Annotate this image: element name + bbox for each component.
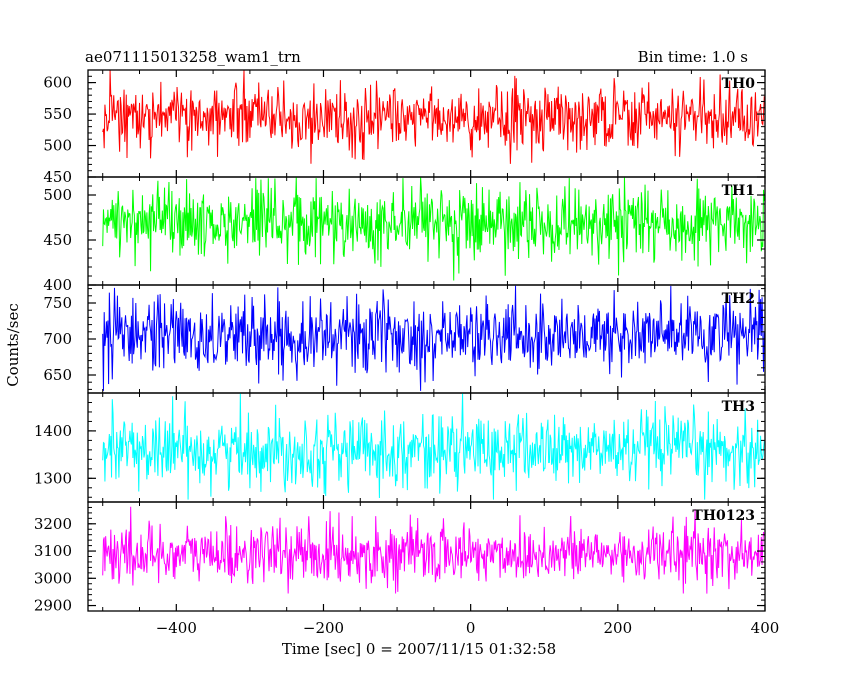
panel-th0: 450 500 550 600 TH0 [43, 69, 766, 186]
series-line-th0 [102, 70, 765, 164]
x-tick-label: 200 [604, 619, 633, 637]
series-line-th1 [102, 177, 765, 281]
series-line-th3 [102, 393, 765, 500]
y-tick-label: 500 [43, 137, 72, 155]
y-tick-label: 2900 [34, 597, 72, 615]
panel-th3: 1300 1400 TH3 [34, 392, 766, 503]
bin-time-label: Bin time: 1.0 s [638, 48, 748, 66]
y-tick-label: 450 [43, 231, 72, 249]
x-tick-label: −200 [303, 619, 344, 637]
panel-th0123: 2900 3000 3100 3200 TH0123 [34, 501, 766, 615]
panel-label: TH3 [722, 399, 755, 415]
y-tick-label: 450 [43, 168, 72, 186]
x-axis: −400 −200 0 200 400 [156, 619, 780, 637]
y-tick-label: 650 [43, 366, 72, 384]
series-line-th0123 [102, 506, 765, 594]
panel-th1: 400 450 500 TH1 [43, 176, 766, 294]
panel-label: TH1 [722, 183, 755, 199]
y-tick-label: 700 [43, 330, 72, 348]
y-tick-label: 400 [43, 276, 72, 294]
panel-label: TH2 [722, 291, 755, 307]
y-tick-label: 550 [43, 105, 72, 123]
panel-label: TH0123 [692, 508, 755, 524]
panel-label: TH0 [722, 76, 756, 92]
y-tick-label: 1400 [34, 422, 72, 440]
x-tick-label: 400 [751, 619, 780, 637]
y-tick-label: 750 [43, 294, 72, 312]
y-tick-label: 3000 [34, 569, 72, 587]
y-tick-label: 500 [43, 186, 72, 204]
series-line-th2 [102, 285, 765, 391]
panel-th2: 650 700 750 TH2 [43, 284, 766, 394]
x-tick-label: −400 [156, 619, 197, 637]
y-tick-label: 3100 [34, 542, 72, 560]
chart-title: ae071115013258_wam1_trn [85, 48, 301, 66]
y-axis-label: Counts/sec [4, 303, 22, 387]
y-tick-label: 600 [43, 74, 72, 92]
y-tick-label: 1300 [34, 469, 72, 487]
x-axis-label: Time [sec] 0 = 2007/11/15 01:32:58 [282, 640, 556, 658]
y-tick-label: 3200 [34, 515, 72, 533]
x-tick-label: 0 [466, 619, 476, 637]
